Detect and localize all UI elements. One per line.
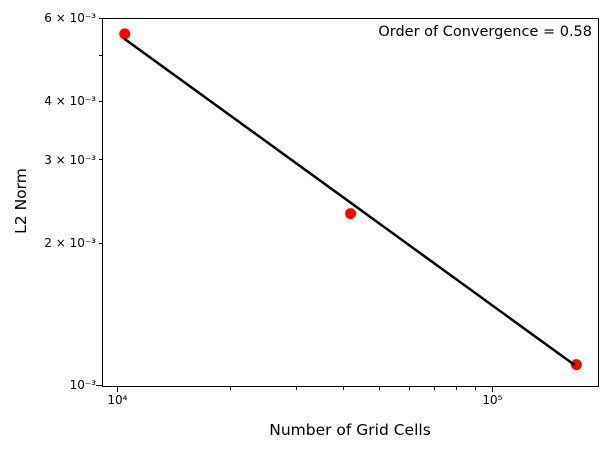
x-minor-tick: [379, 386, 381, 390]
plot-area: Order of Convergence = 0.58: [102, 18, 599, 387]
y-minor-tick: [98, 17, 102, 19]
plot-canvas: [119, 28, 582, 371]
y-minor-tick: [98, 159, 102, 161]
x-minor-tick: [433, 386, 435, 390]
x-minor-tick: [408, 386, 410, 390]
x-tick-label: 10⁵: [482, 393, 503, 407]
x-major-tick: [116, 386, 118, 392]
x-minor-tick: [474, 386, 476, 390]
fit-line: [123, 37, 576, 366]
x-minor-tick: [342, 386, 344, 390]
y-axis-label: L2 Norm: [12, 168, 30, 234]
data-point-1: [119, 28, 131, 40]
y-tick-label: 10⁻³: [69, 378, 96, 392]
x-minor-tick: [229, 386, 231, 390]
order-of-convergence-annotation: Order of Convergence = 0.58: [378, 24, 592, 40]
y-minor-tick: [98, 242, 102, 244]
y-tick-label: 4 × 10⁻³: [44, 94, 96, 109]
x-major-tick: [491, 386, 493, 392]
y-minor-tick: [98, 100, 102, 102]
y-tick-label: 3 × 10⁻³: [44, 152, 96, 167]
y-tick-label: 2 × 10⁻³: [44, 236, 96, 251]
x-tick-label: 10⁴: [107, 393, 128, 407]
y-tick-label: 6 × 10⁻³: [44, 11, 96, 25]
data-point-3: [570, 359, 582, 371]
x-axis-label: Number of Grid Cells: [269, 421, 431, 439]
y-major-tick: [96, 384, 102, 386]
y-minor-tick: [98, 54, 102, 56]
x-minor-tick: [455, 386, 457, 390]
x-minor-tick: [295, 386, 297, 390]
data-point-2: [345, 208, 357, 220]
